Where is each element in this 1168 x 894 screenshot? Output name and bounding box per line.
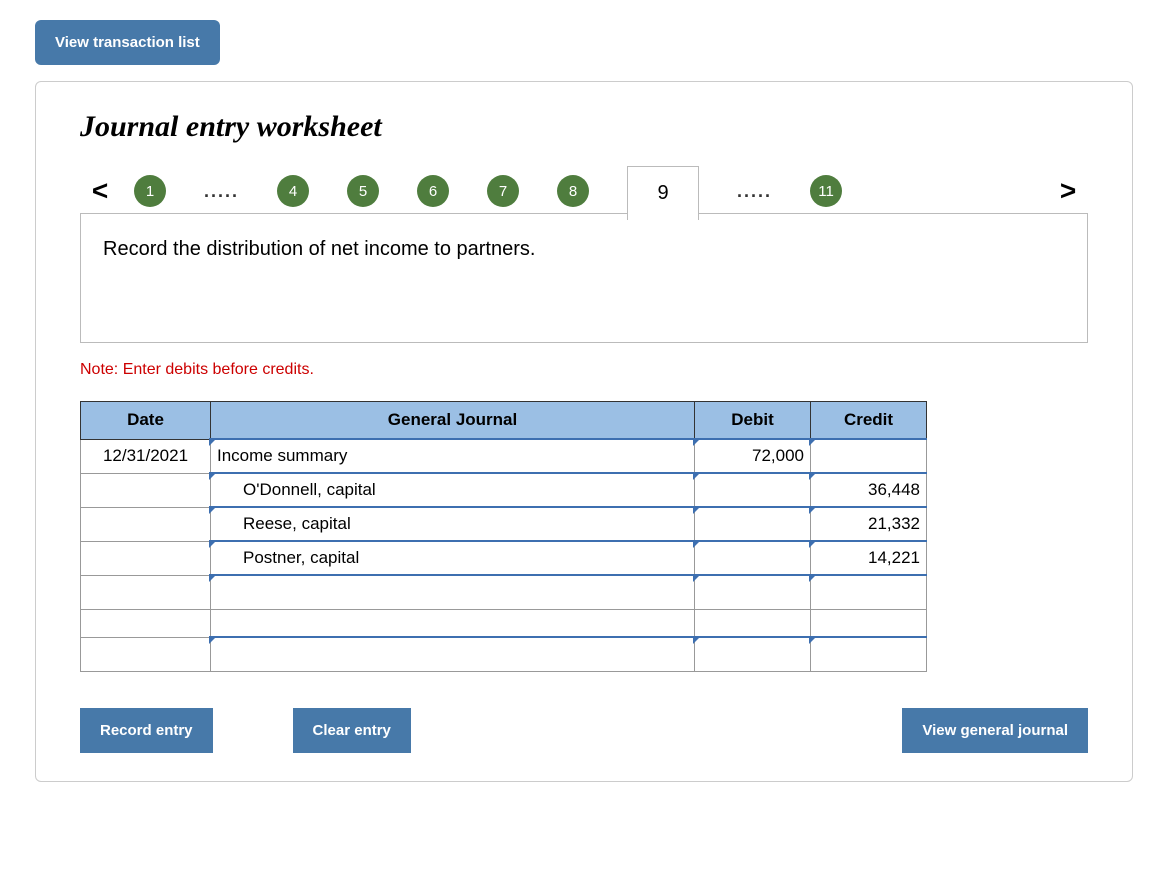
date-cell[interactable]: [81, 650, 210, 658]
step-4[interactable]: 4: [277, 175, 309, 207]
credit-cell[interactable]: 21,332: [811, 510, 926, 538]
step-6[interactable]: 6: [417, 175, 449, 207]
gj-cell[interactable]: Postner, capital: [211, 544, 694, 572]
date-cell[interactable]: [81, 520, 210, 528]
th-general-journal: General Journal: [211, 402, 695, 440]
table-row: [81, 637, 927, 671]
step-8[interactable]: 8: [557, 175, 589, 207]
step-5[interactable]: 5: [347, 175, 379, 207]
gj-cell[interactable]: Income summary: [211, 442, 694, 470]
credit-cell[interactable]: [811, 588, 926, 596]
table-row: 12/31/2021 Income summary 72,000: [81, 439, 927, 473]
date-cell[interactable]: [81, 588, 210, 596]
gj-cell[interactable]: [211, 650, 694, 658]
action-button-row: Record entry Clear entry View general jo…: [80, 708, 1088, 753]
gj-cell[interactable]: [211, 588, 694, 596]
credit-cell[interactable]: 36,448: [811, 476, 926, 504]
step-nav: < 1 ..... 4 5 6 7 8 9 ..... 11 >: [80, 166, 1088, 216]
step-1[interactable]: 1: [134, 175, 166, 207]
chevron-left-icon[interactable]: <: [80, 175, 120, 207]
table-row: Reese, capital 21,332: [81, 507, 927, 541]
page-title: Journal entry worksheet: [80, 110, 1088, 144]
debit-cell[interactable]: [695, 554, 810, 562]
step-ellipsis: .....: [204, 181, 239, 202]
step-11[interactable]: 11: [810, 175, 842, 207]
table-row: O'Donnell, capital 36,448: [81, 473, 927, 507]
record-entry-button[interactable]: Record entry: [80, 708, 213, 753]
worksheet-panel: Journal entry worksheet < 1 ..... 4 5 6 …: [35, 81, 1133, 782]
table-row: Postner, capital 14,221: [81, 541, 927, 575]
table-row: [81, 575, 927, 609]
step-9-active[interactable]: 9: [627, 166, 699, 220]
debit-cell[interactable]: [695, 650, 810, 658]
date-cell[interactable]: [81, 486, 210, 494]
clear-entry-button[interactable]: Clear entry: [293, 708, 411, 753]
step-7[interactable]: 7: [487, 175, 519, 207]
step-list: 1 ..... 4 5 6 7 8 9 ..... 11: [134, 166, 880, 216]
th-date: Date: [81, 402, 211, 440]
gj-cell[interactable]: Reese, capital: [211, 510, 694, 538]
date-cell[interactable]: 12/31/2021: [81, 442, 210, 470]
debit-cell[interactable]: [695, 588, 810, 596]
th-debit: Debit: [695, 402, 811, 440]
note-text: Note: Enter debits before credits.: [80, 361, 1088, 379]
instruction-text: Record the distribution of net income to…: [80, 213, 1088, 343]
view-general-journal-button[interactable]: View general journal: [902, 708, 1088, 753]
th-credit: Credit: [811, 402, 927, 440]
step-ellipsis-2: .....: [737, 181, 772, 202]
credit-cell[interactable]: [811, 650, 926, 658]
view-transaction-list-button[interactable]: View transaction list: [35, 20, 220, 65]
table-gap-row: [81, 609, 927, 637]
debit-cell[interactable]: 72,000: [695, 442, 810, 470]
credit-cell[interactable]: [811, 452, 926, 460]
date-cell[interactable]: [81, 554, 210, 562]
chevron-right-icon[interactable]: >: [1048, 175, 1088, 207]
debit-cell[interactable]: [695, 520, 810, 528]
debit-cell[interactable]: [695, 486, 810, 494]
credit-cell[interactable]: 14,221: [811, 544, 926, 572]
gj-cell[interactable]: O'Donnell, capital: [211, 476, 694, 504]
journal-table: Date General Journal Debit Credit 12/31/…: [80, 401, 927, 672]
